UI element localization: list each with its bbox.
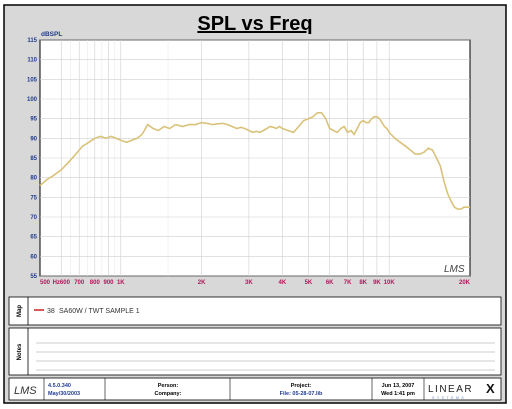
spl-curve-line bbox=[39, 112, 470, 210]
version-date: May/30/2003 bbox=[48, 391, 80, 397]
x-tick-label: 800 bbox=[90, 280, 101, 286]
x-tick-label: 7K bbox=[344, 280, 352, 286]
linearx-brand-subtitle: SYSTEMS bbox=[432, 396, 466, 400]
project-label: Project: bbox=[291, 383, 312, 389]
x-tick-label: 2K bbox=[198, 280, 206, 286]
x-tick-label: 4K bbox=[279, 280, 287, 286]
x-tick-label: Hz600 bbox=[53, 280, 71, 286]
y-tick-label: 115 bbox=[27, 38, 37, 44]
y-tick-label: 95 bbox=[30, 117, 37, 123]
version-number: 4.5.0.340 bbox=[48, 383, 71, 389]
y-axis-tick-labels: 55 60 65 70 75 80 85 90 95 100 105 110 115 bbox=[27, 38, 38, 280]
y-tick-label: 70 bbox=[30, 215, 37, 221]
legend-panel bbox=[8, 296, 502, 326]
footer-bar bbox=[8, 377, 502, 401]
company-label: Company: bbox=[155, 391, 182, 397]
y-tick-label: 110 bbox=[27, 58, 37, 64]
y-tick-label: 100 bbox=[27, 97, 38, 103]
lms-logo: LMS bbox=[14, 385, 37, 397]
y-tick-label: 105 bbox=[27, 77, 38, 83]
notes-lines bbox=[36, 342, 495, 371]
y-tick-label: 85 bbox=[30, 156, 37, 162]
y-tick-label: 65 bbox=[30, 235, 37, 241]
x-axis-tick-labels: 500 Hz600 700 800 900 1K 2K 3K 4K 5K 6K 7K 8K 9K 10K 20… bbox=[40, 280, 471, 286]
chart-title: SPL vs Freq bbox=[197, 13, 312, 35]
linearx-brand-mark: X bbox=[486, 381, 495, 396]
file-name: File: 05-28-07.lib bbox=[280, 391, 323, 397]
y-tick-label: 60 bbox=[30, 254, 37, 260]
x-tick-label: 5K bbox=[305, 280, 313, 286]
legend-entry-label: SA60W / TWT SAMPLE 1 bbox=[59, 308, 140, 315]
x-tick-label: 6K bbox=[326, 280, 334, 286]
y-tick-label: 75 bbox=[30, 195, 37, 201]
y-tick-label: 80 bbox=[30, 176, 37, 182]
report-date: Jun 13, 2007 bbox=[382, 383, 415, 389]
x-tick-label: 500 bbox=[40, 280, 51, 286]
x-tick-label: 8K bbox=[359, 280, 367, 286]
report-time: Wed 1:41 pm bbox=[381, 391, 415, 397]
x-tick-label: 900 bbox=[104, 280, 115, 286]
x-tick-label: 700 bbox=[74, 280, 85, 286]
x-tick-label: 20K bbox=[459, 280, 471, 286]
x-tick-label: 3K bbox=[245, 280, 253, 286]
grid bbox=[40, 39, 470, 277]
y-tick-label: 55 bbox=[30, 274, 37, 280]
legend-section-label: Map bbox=[17, 305, 23, 317]
linearx-brand: LINEAR bbox=[428, 384, 473, 395]
notes-section-label: Notes bbox=[17, 343, 23, 360]
x-tick-label: 1K bbox=[117, 280, 125, 286]
x-tick-label: 9K bbox=[373, 280, 381, 286]
y-axis-label: dBSPL bbox=[41, 31, 62, 38]
person-label: Person: bbox=[158, 383, 179, 389]
y-tick-label: 90 bbox=[30, 136, 37, 142]
x-tick-label: 10K bbox=[384, 280, 396, 286]
notes-panel bbox=[8, 327, 502, 376]
lms-watermark: LMS bbox=[444, 264, 465, 275]
legend-entry-number: 38 bbox=[47, 308, 55, 315]
